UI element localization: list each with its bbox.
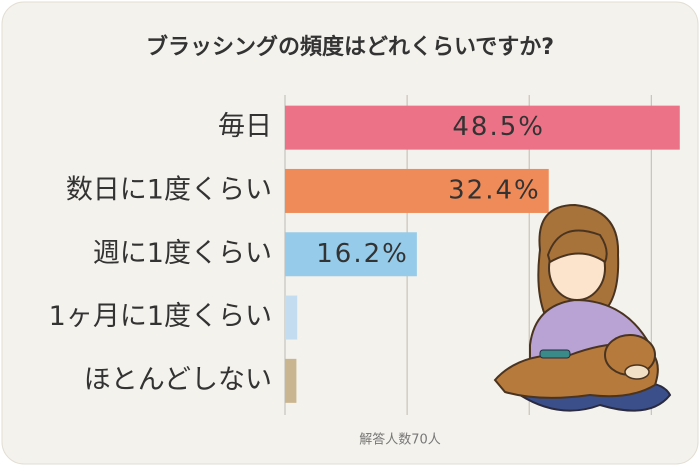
value-label: 16.2% (316, 239, 409, 269)
note: 解答人数70人 (359, 432, 441, 448)
category-label: ほとんどしない (84, 364, 272, 395)
value-label: 48.5% (452, 112, 545, 142)
illustration (493, 203, 672, 412)
category-label: 毎日 (218, 111, 272, 142)
bar (285, 232, 417, 277)
category-label: 1ヶ月に1度くらい (49, 301, 272, 332)
value-label: 32.4% (448, 175, 541, 205)
bar (285, 358, 297, 403)
bar (285, 295, 298, 340)
plot: 毎日 48.5% 数日に1度くらい 32.4% 週に1度くらい 16.2% 1ヶ月に1度くら… (49, 95, 680, 415)
bar (285, 105, 680, 150)
chart-title: ブラッシングの頻度はどれくらいですか? (146, 34, 554, 60)
category-label: 数日に1度くらい (66, 174, 272, 205)
bar (285, 168, 549, 213)
category-label: 週に1度くらい (93, 238, 272, 269)
